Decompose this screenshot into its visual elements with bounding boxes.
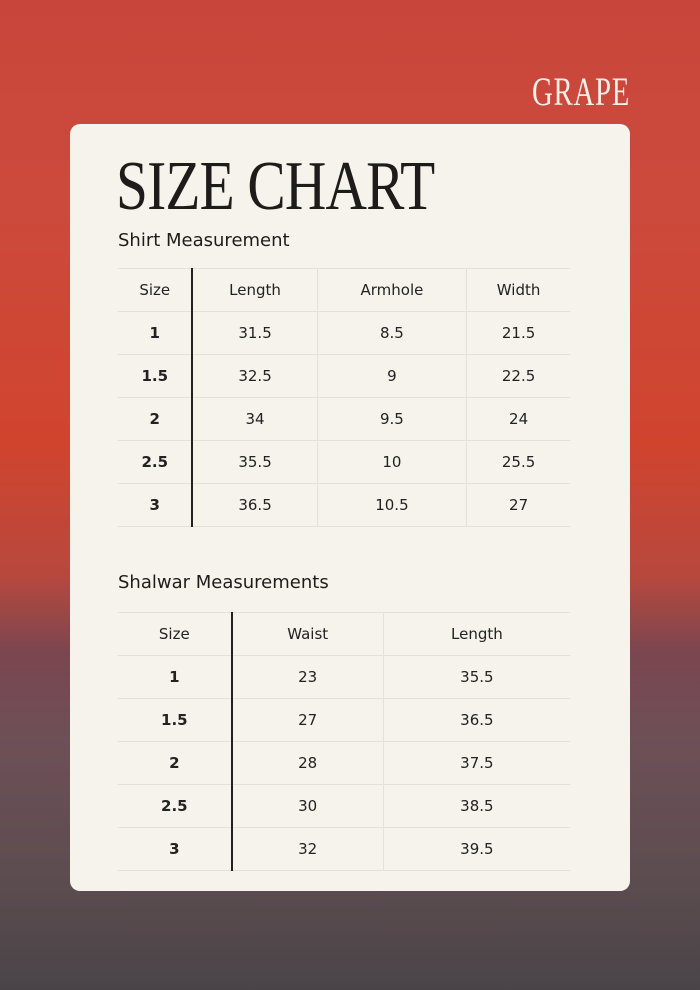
table-row: 2 34 9.5 24 [118, 397, 570, 441]
shalwar-heading: Shalwar Measurements [118, 572, 329, 593]
value-cell: 9.5 [316, 397, 468, 441]
value-cell: 21.5 [466, 311, 570, 355]
value-cell: 23 [231, 655, 384, 699]
value-cell: 36.5 [191, 483, 318, 527]
size-cell: 1 [118, 311, 194, 355]
value-cell: 36.5 [382, 698, 570, 742]
header-row: Size Waist Length [118, 612, 570, 656]
page-title: SIZE CHART [116, 148, 435, 225]
value-cell: 35.5 [191, 440, 318, 484]
table-row: 2.5 30 38.5 [118, 784, 570, 828]
value-cell: 32.5 [191, 354, 318, 398]
table-row: 3 32 39.5 [118, 827, 570, 871]
size-cell: 2.5 [118, 440, 194, 484]
column-header: Length [191, 268, 318, 312]
size-cell: 1.5 [118, 354, 194, 398]
shirt-table: Size Length Armhole Width 1 31.5 8.5 21.5 1.5 32.… [118, 268, 570, 527]
column-header: Waist [231, 612, 384, 656]
value-cell: 27 [231, 698, 384, 742]
column-header: Size [118, 612, 233, 656]
size-cell: 3 [118, 827, 233, 871]
table-row: 3 36.5 10.5 27 [118, 483, 570, 527]
value-cell: 9 [316, 354, 468, 398]
size-cell: 1 [118, 655, 233, 699]
value-cell: 30 [231, 784, 384, 828]
size-cell: 3 [118, 483, 194, 527]
column-header: Width [466, 268, 570, 312]
value-cell: 22.5 [466, 354, 570, 398]
shalwar-table: Size Waist Length 1 23 35.5 1.5 27 36.5 2 28 37.5 2.… [118, 612, 570, 871]
column-header: Size [118, 268, 194, 312]
size-cell: 2 [118, 741, 233, 785]
value-cell: 10.5 [316, 483, 468, 527]
column-header: Armhole [316, 268, 468, 312]
table-row: 1 23 35.5 [118, 655, 570, 699]
header-row: Size Length Armhole Width [118, 268, 570, 312]
column-header: Length [382, 612, 570, 656]
value-cell: 34 [191, 397, 318, 441]
size-chart-card: SIZE CHART Shirt Measurement Size Length A… [70, 124, 630, 891]
value-cell: 24 [466, 397, 570, 441]
value-cell: 8.5 [316, 311, 468, 355]
shirt-heading: Shirt Measurement [118, 230, 290, 251]
table-row: 1.5 27 36.5 [118, 698, 570, 742]
table-row: 2 28 37.5 [118, 741, 570, 785]
value-cell: 37.5 [382, 741, 570, 785]
value-cell: 27 [466, 483, 570, 527]
value-cell: 35.5 [382, 655, 570, 699]
table-row: 1 31.5 8.5 21.5 [118, 311, 570, 355]
value-cell: 25.5 [466, 440, 570, 484]
table-row: 1.5 32.5 9 22.5 [118, 354, 570, 398]
brand-logo: GRAPE [532, 69, 631, 114]
value-cell: 38.5 [382, 784, 570, 828]
value-cell: 32 [231, 827, 384, 871]
value-cell: 10 [316, 440, 468, 484]
size-cell: 1.5 [118, 698, 233, 742]
size-cell: 2 [118, 397, 194, 441]
size-cell: 2.5 [118, 784, 233, 828]
value-cell: 31.5 [191, 311, 318, 355]
value-cell: 39.5 [382, 827, 570, 871]
table-row: 2.5 35.5 10 25.5 [118, 440, 570, 484]
value-cell: 28 [231, 741, 384, 785]
